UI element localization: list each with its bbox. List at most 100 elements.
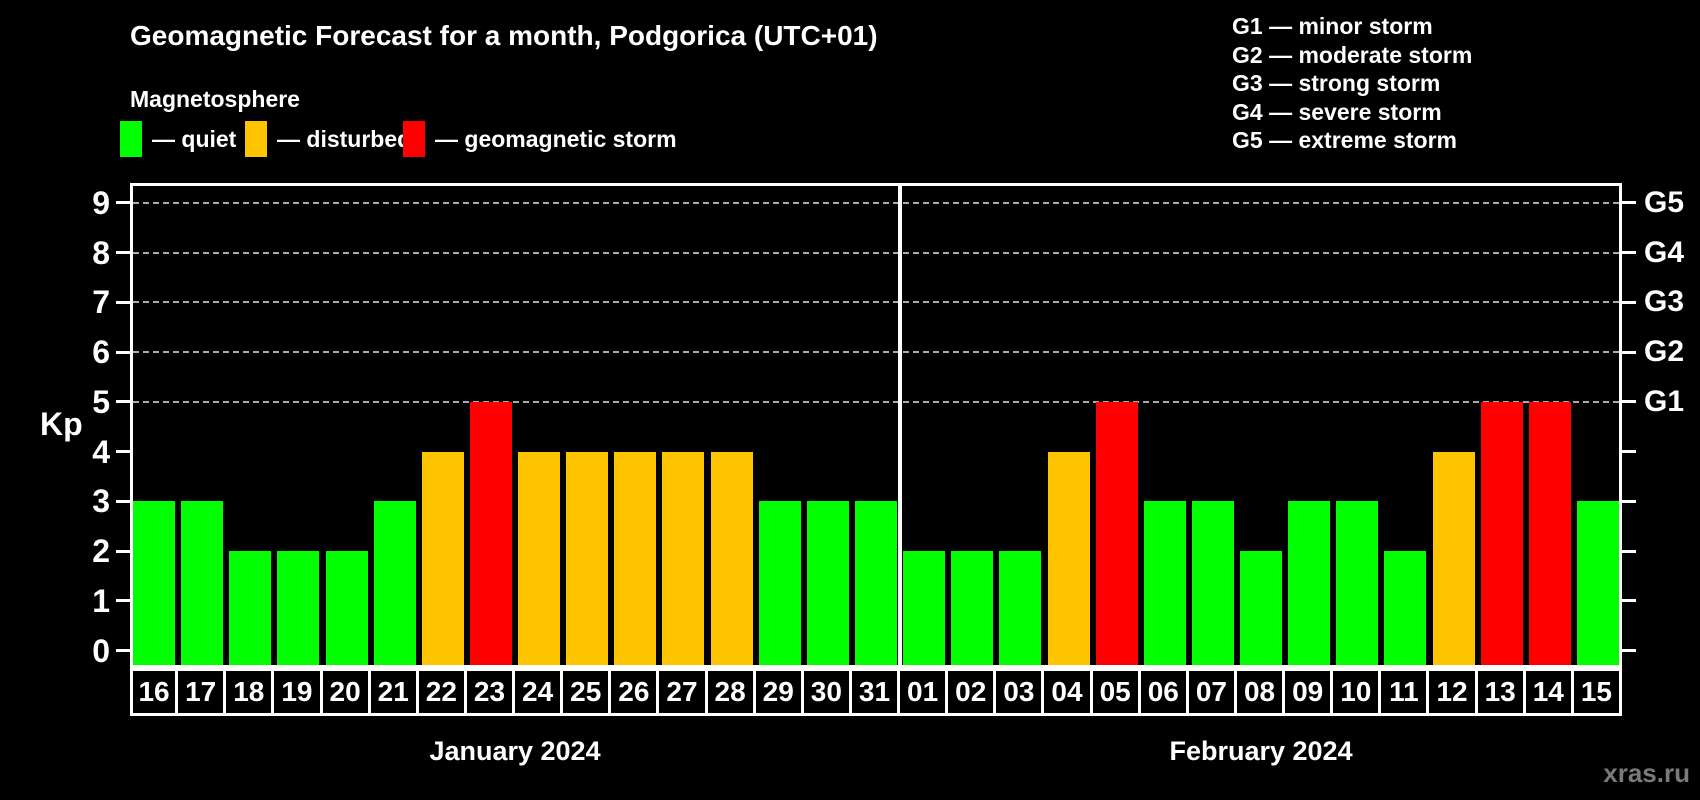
y-tick-label: 0 xyxy=(92,632,110,669)
kp-bar xyxy=(758,501,801,665)
g-tick-label: G3 xyxy=(1644,285,1685,319)
day-label: 06 xyxy=(1137,668,1189,716)
y-tick-label: 4 xyxy=(92,433,110,470)
y-tick-label: 3 xyxy=(92,483,110,520)
day-label: 09 xyxy=(1282,668,1334,716)
kp-bar xyxy=(421,451,464,665)
legend-label: — geomagnetic storm xyxy=(435,125,677,152)
day-label: 16 xyxy=(130,668,179,716)
storm-scale-line: G5 — extreme storm xyxy=(1232,127,1457,153)
kp-bar xyxy=(229,551,272,665)
month-divider xyxy=(898,183,903,668)
y-tick xyxy=(116,201,130,205)
day-label: 15 xyxy=(1570,668,1622,716)
kp-bar xyxy=(1576,501,1619,665)
kp-bar xyxy=(951,551,994,665)
day-label: 13 xyxy=(1474,668,1526,716)
g-tick xyxy=(1622,599,1636,603)
kp-bar xyxy=(566,451,609,665)
y-tick xyxy=(116,300,130,304)
y-tick xyxy=(116,450,130,454)
kp-bar xyxy=(1240,551,1283,665)
y-tick xyxy=(116,599,130,603)
day-label: 05 xyxy=(1089,668,1141,716)
day-label: 04 xyxy=(1041,668,1093,716)
g-tick xyxy=(1622,649,1636,653)
gridline-kp5 xyxy=(133,400,1619,403)
legend-label: — quiet xyxy=(152,125,237,152)
g-tick-label: G2 xyxy=(1644,335,1685,369)
kp-bar xyxy=(1384,551,1427,665)
kp-bar xyxy=(1047,451,1090,665)
day-label: 12 xyxy=(1426,668,1478,716)
kp-bar xyxy=(469,401,512,665)
day-label: 19 xyxy=(271,668,323,716)
legend-label: — disturbed xyxy=(277,125,412,152)
g-tick xyxy=(1622,549,1636,553)
kp-bar xyxy=(614,451,657,665)
kp-bar xyxy=(662,451,705,665)
storm-scale-line: G3 — strong storm xyxy=(1232,70,1441,96)
y-tick-label: 9 xyxy=(92,184,110,221)
page-title: Geomagnetic Forecast for a month, Podgor… xyxy=(130,20,878,51)
kp-bar xyxy=(999,551,1042,665)
day-label: 07 xyxy=(1185,668,1237,716)
kp-bar xyxy=(1480,401,1523,665)
g-tick xyxy=(1622,201,1636,205)
gridline-kp8 xyxy=(133,251,1619,254)
kp-bar xyxy=(1336,501,1379,665)
day-label: 26 xyxy=(608,668,660,716)
y-tick xyxy=(116,251,130,255)
day-label: 20 xyxy=(319,668,371,716)
y-tick-label: 5 xyxy=(92,383,110,420)
gridline-kp7 xyxy=(133,301,1619,304)
day-label: 01 xyxy=(897,668,949,716)
day-label: 23 xyxy=(463,668,516,716)
day-label: 10 xyxy=(1330,668,1382,716)
kp-bar xyxy=(1288,501,1331,665)
kp-bar xyxy=(1528,401,1571,665)
month-label: January 2024 xyxy=(429,736,601,766)
g-tick xyxy=(1622,300,1636,304)
day-label: 28 xyxy=(704,668,756,716)
legend-item-storm: — geomagnetic storm xyxy=(403,120,677,158)
y-tick xyxy=(116,350,130,354)
g-tick xyxy=(1622,400,1636,404)
g-tick-label: G5 xyxy=(1644,185,1685,219)
day-label: 21 xyxy=(367,668,419,716)
day-label: 27 xyxy=(656,668,708,716)
g-tick xyxy=(1622,499,1636,503)
day-label: 18 xyxy=(223,668,275,716)
kp-bar xyxy=(903,551,946,665)
y-tick-label: 1 xyxy=(92,582,110,619)
y-tick-label: 2 xyxy=(92,533,110,570)
quiet-swatch-icon xyxy=(120,121,142,157)
g-tick xyxy=(1622,251,1636,255)
g-tick xyxy=(1622,350,1636,354)
magnetosphere-label: Magnetosphere xyxy=(130,86,300,112)
day-label: 22 xyxy=(415,668,467,716)
day-label: 29 xyxy=(752,668,804,716)
kp-bar xyxy=(710,451,753,665)
day-label: 02 xyxy=(945,668,997,716)
kp-bar xyxy=(1191,501,1234,665)
y-axis-label: Kp xyxy=(40,406,83,442)
kp-bar xyxy=(518,451,561,665)
watermark: xras.ru xyxy=(1603,758,1690,788)
gridline-kp6 xyxy=(133,351,1619,354)
g-tick xyxy=(1622,450,1636,454)
disturbed-swatch-icon xyxy=(245,121,267,157)
legend-item-disturbed: — disturbed xyxy=(245,120,411,158)
day-label: 31 xyxy=(848,668,901,716)
kp-bar xyxy=(325,551,368,665)
y-tick-label: 8 xyxy=(92,234,110,271)
storm-scale-line: G2 — moderate storm xyxy=(1232,41,1473,68)
storm-scale-line: G1 — minor storm xyxy=(1232,13,1433,39)
storm-swatch-icon xyxy=(403,121,425,157)
day-label: 30 xyxy=(800,668,852,716)
month-label: February 2024 xyxy=(1169,736,1353,766)
y-tick-label: 7 xyxy=(92,284,110,321)
y-tick xyxy=(116,499,130,503)
day-label: 14 xyxy=(1522,668,1574,716)
day-label: 17 xyxy=(175,668,227,716)
